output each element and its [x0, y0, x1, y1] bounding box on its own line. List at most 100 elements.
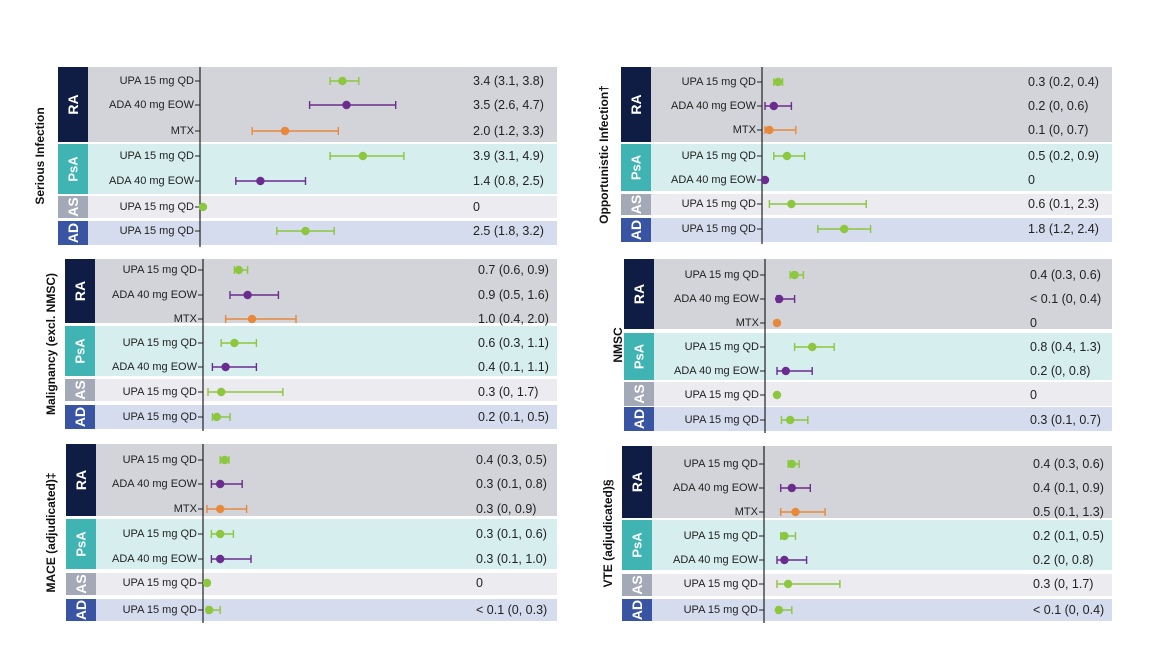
treatment-label: UPA 15 mg QD: [123, 264, 197, 276]
treatment-label: UPA 15 mg QD: [120, 201, 194, 213]
treatment-label: UPA 15 mg QD: [684, 604, 758, 616]
group-label-psa: PsA: [630, 532, 645, 558]
group-band-as: [652, 574, 1112, 596]
treatment-label: UPA 15 mg QD: [123, 528, 197, 540]
panel-ylabel: MACE (adjudicated)‡: [44, 472, 58, 592]
group-label-box-psa: [65, 326, 95, 376]
ci-value-label: 0.1 (0, 0.7): [1028, 123, 1088, 137]
ci-value-label: 0.2 (0, 0.8): [1033, 553, 1093, 567]
treatment-label: ADA 40 mg EOW: [109, 99, 195, 111]
group-label-ad: AD: [629, 600, 645, 620]
ci-value-label: 3.4 (3.1, 3.8): [473, 74, 544, 88]
treatment-label: ADA 40 mg EOW: [109, 175, 195, 187]
group-band-ad: [652, 599, 1112, 621]
group-label-ad: AD: [628, 220, 644, 240]
point-estimate: [256, 176, 265, 186]
treatment-label: ADA 40 mg EOW: [112, 478, 198, 490]
treatment-label: MTX: [736, 317, 760, 329]
ci-value-label: 3.9 (3.1, 4.9): [473, 149, 544, 163]
treatment-label: UPA 15 mg QD: [120, 225, 194, 237]
panel-ylabel: NMSC: [611, 327, 625, 363]
treatment-label: MTX: [733, 124, 757, 136]
treatment-label: MTX: [174, 503, 198, 515]
ci-value-label: 0.2 (0, 0.6): [1028, 99, 1088, 113]
treatment-label: UPA 15 mg QD: [684, 578, 758, 590]
group-label-box-ad: [65, 405, 95, 429]
panel-ylabel: Serious Infection: [33, 107, 47, 204]
group-band-ra: [652, 446, 1112, 518]
point-estimate: [772, 318, 782, 328]
ci-value-label: 2.5 (1.8, 3.2): [473, 224, 544, 238]
treatment-label: UPA 15 mg QD: [685, 414, 759, 426]
treatment-label: UPA 15 mg QD: [685, 269, 759, 281]
group-label-box-as: [66, 573, 96, 595]
ci-value-label: 0: [476, 576, 483, 590]
panel-ylabel: Opportunistic Infection†: [597, 85, 611, 224]
ci-value-label: 0.3 (0.1, 0.6): [476, 527, 547, 541]
group-band-as: [88, 196, 557, 218]
group-label-as: AS: [73, 574, 89, 593]
forest-panel-4: RA PsA AS AD UPA 15 mg QD 0.4 (0.3, 0.6) ADA 4…: [611, 259, 1112, 433]
group-band-ra: [654, 259, 1112, 329]
group-label-psa: PsA: [74, 531, 89, 557]
point-estimate: [765, 125, 774, 135]
point-estimate: [760, 175, 770, 185]
group-label-box-ad: [621, 218, 651, 242]
treatment-label: UPA 15 mg QD: [684, 458, 758, 470]
group-label-box-ra: [622, 446, 652, 518]
treatment-label: ADA 40 mg EOW: [674, 293, 760, 305]
ci-value-label: 1.0 (0.4, 2.0): [478, 312, 549, 326]
treatment-label: ADA 40 mg EOW: [673, 554, 759, 566]
ci-value-label: 0: [1030, 316, 1037, 330]
treatment-label: ADA 40 mg EOW: [112, 361, 198, 373]
treatment-label: UPA 15 mg QD: [123, 604, 197, 616]
ci-value-label: 0.4 (0.3, 0.6): [1030, 268, 1101, 282]
ci-value-label: 0.4 (0.1, 0.9): [1033, 481, 1104, 495]
ci-value-label: 0: [1030, 388, 1037, 402]
group-label-psa: PsA: [629, 154, 644, 180]
treatment-label: UPA 15 mg QD: [123, 411, 197, 423]
ci-value-label: 0.3 (0.1, 0.8): [476, 477, 547, 491]
point-estimate: [780, 555, 789, 565]
point-estimate: [790, 270, 799, 280]
ci-value-label: 1.4 (0.8, 2.5): [473, 174, 544, 188]
group-band-as: [96, 573, 557, 595]
ci-value-label: < 0.1 (0, 0.4): [1030, 292, 1101, 306]
group-label-ad: AD: [631, 409, 647, 429]
point-estimate: [338, 76, 347, 86]
group-label-as: AS: [628, 195, 644, 214]
point-estimate: [780, 531, 789, 541]
ci-value-label: < 0.1 (0, 0.4): [1033, 603, 1104, 617]
point-estimate: [280, 126, 290, 136]
group-band-psa: [652, 520, 1112, 570]
ci-value-label: 2.0 (1.2, 3.3): [473, 124, 544, 138]
group-band-ad: [95, 405, 557, 429]
group-label-box-ra: [65, 259, 95, 323]
ci-value-label: 0.4 (0.3, 0.5): [476, 453, 547, 467]
point-estimate: [783, 579, 793, 589]
ci-value-label: 0.8 (0.4, 1.3): [1030, 340, 1101, 354]
group-label-as: AS: [631, 384, 647, 403]
treatment-label: UPA 15 mg QD: [685, 341, 759, 353]
group-label-box-as: [622, 574, 652, 596]
group-band-ra: [96, 444, 557, 516]
point-estimate: [775, 294, 784, 304]
ci-value-label: 0.2 (0, 0.8): [1030, 364, 1090, 378]
ci-value-label: 0.6 (0.3, 1.1): [478, 336, 549, 350]
group-band-as: [95, 379, 557, 401]
point-estimate: [787, 483, 796, 493]
forest-panel-2: RA PsA AS AD UPA 15 mg QD 0.3 (0.2, 0.4) ADA 4…: [597, 67, 1112, 244]
group-label-box-as: [65, 379, 95, 401]
point-estimate: [216, 479, 225, 489]
treatment-label: UPA 15 mg QD: [682, 198, 756, 210]
treatment-label: UPA 15 mg QD: [123, 454, 197, 466]
group-label-as: AS: [629, 575, 645, 594]
group-label-box-as: [621, 194, 651, 215]
group-label-ad: AD: [73, 600, 89, 620]
treatment-label: ADA 40 mg EOW: [671, 174, 757, 186]
point-estimate: [198, 202, 208, 212]
group-band-ra: [95, 259, 557, 323]
group-label-box-psa: [621, 144, 651, 191]
panel-ylabel: Malignancy (excl. NMSC): [44, 273, 58, 415]
